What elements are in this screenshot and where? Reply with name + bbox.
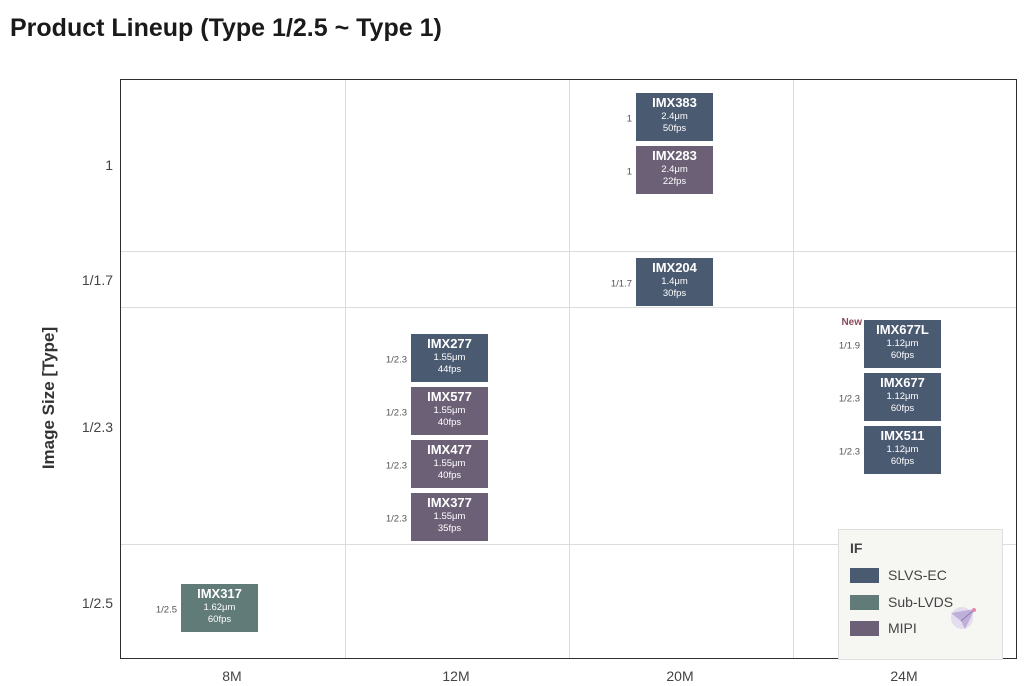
- sensor-size-label: 1/2.5: [155, 604, 177, 616]
- sensor-pixel-size: 1.55μm: [433, 352, 466, 363]
- sensor-block: IMX377 1.55μm 35fps: [411, 493, 488, 541]
- sensor-name: IMX283: [652, 148, 697, 163]
- x-tick-label: 12M: [442, 668, 470, 684]
- sensor-frame-rate: 40fps: [437, 417, 462, 428]
- sensor-block: IMX511 1.12μm 60fps: [864, 426, 941, 474]
- chart-plot-area: [120, 79, 1017, 659]
- sensor-frame-rate: 60fps: [890, 350, 915, 361]
- y-tick-label: 1: [105, 157, 113, 173]
- new-badge: New: [841, 317, 862, 328]
- y-axis-label: Image Size [Type]: [39, 326, 58, 470]
- legend-label: SLVS-EC: [888, 567, 947, 583]
- sensor-size-label: 1: [626, 166, 632, 178]
- legend-swatch: [850, 621, 879, 636]
- sensor-size-label: 1/2.3: [385, 460, 407, 472]
- sensor-name: IMX277: [427, 336, 472, 351]
- sensor-name: IMX677: [880, 375, 925, 390]
- x-tick-label: 20M: [666, 668, 694, 684]
- sensor-frame-rate: 60fps: [890, 403, 915, 414]
- sensor-block: IMX204 1.4μm 30fps: [636, 258, 713, 306]
- sensor-name: IMX577: [427, 389, 472, 404]
- sensor-size-label: 1/1.7: [610, 278, 632, 290]
- legend-swatch: [850, 568, 879, 583]
- sensor-name: IMX477: [427, 442, 472, 457]
- sensor-pixel-size: 1.4μm: [661, 276, 688, 287]
- sensor-block: IMX477 1.55μm 40fps: [411, 440, 488, 488]
- sensor-pixel-size: 1.12μm: [886, 444, 919, 455]
- sensor-pixel-size: 2.4μm: [661, 164, 688, 175]
- grid-line-vertical: [793, 80, 794, 658]
- sensor-size-label: 1/2.3: [385, 354, 407, 366]
- sensor-block: IMX677 1.12μm 60fps: [864, 373, 941, 421]
- sensor-size-label: 1/2.3: [838, 446, 860, 458]
- sensor-pixel-size: 1.62μm: [203, 602, 236, 613]
- sensor-name: IMX511: [880, 428, 925, 443]
- sensor-name: IMX377: [427, 495, 472, 510]
- legend: IF SLVS-EC Sub-LVDS MIPI: [838, 529, 1003, 660]
- x-tick-label: 24M: [890, 668, 918, 684]
- sensor-pixel-size: 1.12μm: [886, 391, 919, 402]
- legend-label: Sub-LVDS: [888, 594, 954, 610]
- sensor-name: IMX317: [197, 586, 242, 601]
- sensor-pixel-size: 1.55μm: [433, 458, 466, 469]
- sensor-pixel-size: 1.55μm: [433, 511, 466, 522]
- sensor-block: IMX317 1.62μm 60fps: [181, 584, 258, 632]
- sensor-name: IMX204: [652, 260, 697, 275]
- paper-plane-icon: [951, 607, 976, 629]
- sensor-size-label: 1/2.3: [838, 393, 860, 405]
- chart-title: Product Lineup (Type 1/2.5 ~ Type 1): [10, 14, 442, 42]
- y-tick-label: 1/1.7: [81, 272, 113, 288]
- sensor-block: IMX283 2.4μm 22fps: [636, 146, 713, 194]
- sensor-block: IMX577 1.55μm 40fps: [411, 387, 488, 435]
- grid-line-horizontal: [121, 544, 1016, 545]
- sensor-block: IMX383 2.4μm 50fps: [636, 93, 713, 141]
- sensor-block: IMX277 1.55μm 44fps: [411, 334, 488, 382]
- sensor-frame-rate: 60fps: [207, 614, 232, 625]
- sensor-frame-rate: 22fps: [662, 176, 687, 187]
- sensor-pixel-size: 1.55μm: [433, 405, 466, 416]
- sensor-frame-rate: 30fps: [662, 288, 687, 299]
- watermark-logo: [945, 605, 979, 645]
- sensor-frame-rate: 50fps: [662, 123, 687, 134]
- legend-title: IF: [850, 540, 863, 556]
- grid-line-horizontal: [121, 307, 1016, 308]
- grid-line-horizontal: [121, 251, 1016, 252]
- y-tick-label: 1/2.3: [81, 419, 113, 435]
- sensor-pixel-size: 2.4μm: [661, 111, 688, 122]
- sensor-frame-rate: 60fps: [890, 456, 915, 467]
- sensor-name: IMX383: [652, 95, 697, 110]
- legend-label: MIPI: [888, 620, 917, 636]
- sensor-frame-rate: 35fps: [437, 523, 462, 534]
- sensor-size-label: 1/2.3: [385, 513, 407, 525]
- sensor-size-label: 1: [626, 113, 632, 125]
- y-tick-label: 1/2.5: [81, 595, 113, 611]
- sensor-name: IMX677L: [876, 322, 929, 337]
- grid-line-vertical: [345, 80, 346, 658]
- sensor-frame-rate: 44fps: [437, 364, 462, 375]
- sensor-frame-rate: 40fps: [437, 470, 462, 481]
- legend-swatch: [850, 595, 879, 610]
- sensor-size-label: 1/1.9: [838, 340, 860, 352]
- sensor-block: IMX677L 1.12μm 60fps: [864, 320, 941, 368]
- sensor-pixel-size: 1.12μm: [886, 338, 919, 349]
- sensor-size-label: 1/2.3: [385, 407, 407, 419]
- x-tick-label: 8M: [222, 668, 242, 684]
- grid-line-vertical: [569, 80, 570, 658]
